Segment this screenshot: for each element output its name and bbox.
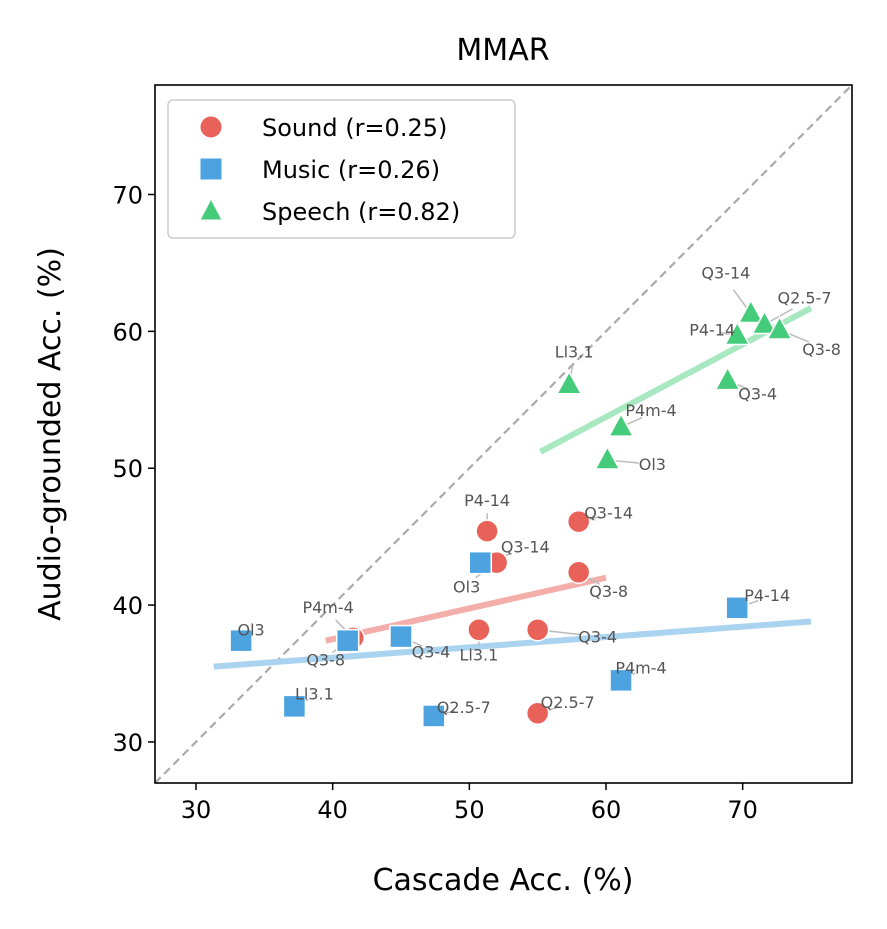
data-point-speech bbox=[723, 320, 751, 346]
data-point-music bbox=[335, 628, 360, 653]
data-point-sound bbox=[525, 701, 550, 725]
point-label: Q3-8 bbox=[306, 651, 345, 670]
y-tick-label: 70 bbox=[112, 181, 143, 209]
point-label: Ll3.1 bbox=[555, 343, 594, 362]
point-label: Q3-14 bbox=[584, 504, 633, 523]
regression-line-0 bbox=[325, 574, 607, 644]
point-label: Q2.5-7 bbox=[778, 289, 832, 308]
y-axis-label: Audio-grounded Acc. (%) bbox=[33, 247, 68, 621]
data-point-music bbox=[389, 624, 413, 649]
data-point-speech bbox=[766, 315, 793, 340]
data-point-music bbox=[725, 596, 749, 620]
data-point-music bbox=[282, 694, 307, 719]
point-label: P4m-4 bbox=[625, 401, 676, 420]
data-point-speech bbox=[714, 366, 741, 391]
data-point-speech bbox=[555, 370, 583, 395]
data-point-sound bbox=[525, 617, 550, 642]
point-label: Q2.5-7 bbox=[437, 698, 491, 717]
data-point-speech bbox=[607, 412, 635, 437]
point-label: Q2.5-7 bbox=[541, 693, 595, 712]
x-tick-label: 40 bbox=[317, 796, 348, 824]
point-label: Ll3.1 bbox=[459, 646, 498, 665]
y-tick-label: 30 bbox=[112, 729, 143, 757]
point-label: P4-14 bbox=[464, 491, 510, 510]
legend-entry: Speech (r=0.82) bbox=[262, 198, 460, 226]
point-label: Q3-8 bbox=[589, 582, 628, 601]
legend-marker-music bbox=[199, 157, 223, 181]
diagonal-reference-line bbox=[155, 85, 852, 783]
plot-inner bbox=[155, 85, 852, 783]
data-point-music bbox=[609, 668, 633, 693]
data-point-sound bbox=[566, 509, 591, 534]
legend-box bbox=[167, 99, 516, 239]
point-label: P4-14 bbox=[689, 320, 735, 339]
point-label: Ol3 bbox=[237, 621, 264, 640]
chart-title: MMAR bbox=[456, 33, 549, 68]
plot-area: P4-14 Ol3 Q3-14 Q3-8 P4m-4 Ll3.1 Q3-4 Q2.5-7 Ol3… bbox=[112, 84, 853, 824]
data-point-music bbox=[422, 704, 446, 728]
x-tick-label: 70 bbox=[727, 796, 758, 824]
x-tick-label: 50 bbox=[454, 796, 485, 824]
legend-entry: Music (r=0.26) bbox=[262, 156, 440, 184]
y-tick-label: 60 bbox=[112, 318, 143, 346]
point-label: P4-14 bbox=[744, 586, 790, 605]
point-label: Q3-14 bbox=[501, 538, 550, 557]
data-point-speech bbox=[594, 445, 621, 470]
data-point-sound bbox=[467, 617, 491, 642]
y-tick-label: 50 bbox=[112, 455, 143, 483]
plot-frame bbox=[154, 84, 853, 784]
legend: Sound (r=0.25) Music (r=0.26) Speech (r=0.… bbox=[167, 99, 516, 239]
point-label: Ol3 bbox=[639, 455, 666, 474]
x-axis-label: Cascade Acc. (%) bbox=[373, 863, 634, 898]
point-label: Q3-4 bbox=[412, 643, 451, 662]
point-label: Q3-8 bbox=[802, 340, 841, 359]
legend-entry: Sound (r=0.25) bbox=[262, 114, 447, 142]
point-label: P4m-4 bbox=[615, 658, 666, 677]
point-label: Ll3.1 bbox=[295, 684, 334, 703]
data-point-music bbox=[468, 550, 493, 575]
data-point-speech bbox=[751, 309, 778, 335]
point-label: Ol3 bbox=[453, 578, 480, 597]
data-point-speech bbox=[737, 298, 765, 324]
data-point-sound bbox=[475, 519, 499, 543]
x-tick-label: 60 bbox=[591, 796, 622, 824]
data-point-sound bbox=[566, 560, 591, 584]
legend-marker-speech bbox=[199, 197, 223, 221]
point-label: Q3-4 bbox=[738, 385, 777, 404]
point-label: Q3-4 bbox=[578, 628, 617, 647]
regression-line-1 bbox=[213, 618, 812, 670]
data-point-music bbox=[229, 628, 253, 653]
y-tick-label: 40 bbox=[112, 592, 143, 620]
point-label: P4m-4 bbox=[302, 598, 353, 617]
x-tick-label: 30 bbox=[181, 796, 212, 824]
point-label: Q3-14 bbox=[701, 264, 750, 283]
legend-marker-sound bbox=[199, 115, 223, 139]
